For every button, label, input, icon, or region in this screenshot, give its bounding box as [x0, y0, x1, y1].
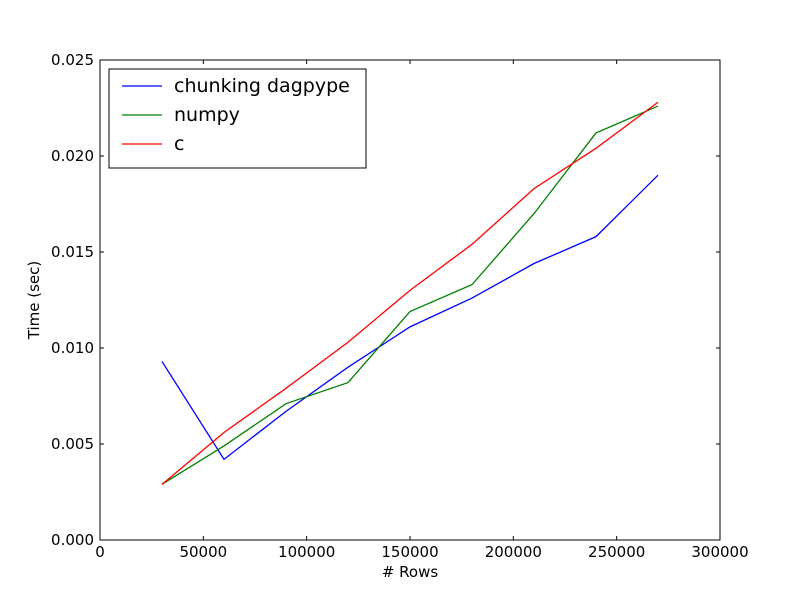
- y-tick-label: 0.020: [51, 147, 94, 165]
- y-tick-label: 0.010: [51, 339, 94, 357]
- x-tick-label: 300000: [691, 543, 748, 561]
- series-layer: [161, 101, 659, 485]
- y-axis-label: Time (sec): [25, 261, 43, 340]
- legend: chunking dagpype numpy c: [108, 68, 367, 169]
- x-axis-label: # Rows: [382, 563, 439, 581]
- x-tick-label: 250000: [588, 543, 645, 561]
- plot-frame: [99, 59, 721, 541]
- y-tick-label: 0.015: [51, 243, 94, 261]
- y-tick-label: 0.000: [51, 531, 94, 549]
- y-tick-label: 0.005: [51, 435, 94, 453]
- legend-label-0: chunking dagpype: [174, 75, 350, 97]
- legend-label-1: numpy: [174, 104, 240, 126]
- x-tick-label: 0: [95, 543, 105, 561]
- series-line-1: [161, 105, 659, 485]
- series-line-2: [161, 101, 659, 485]
- series-line-0: [161, 174, 659, 461]
- ticks-layer: 0 50000 100000 150000 200000 250000 300000 0.00…: [51, 51, 749, 561]
- x-tick-label: 150000: [381, 543, 438, 561]
- x-tick-label: 200000: [485, 543, 542, 561]
- y-tick-label: 0.025: [51, 51, 94, 69]
- x-tick-label: 100000: [278, 543, 335, 561]
- x-tick-label: 50000: [179, 543, 227, 561]
- legend-label-2: c: [174, 133, 184, 155]
